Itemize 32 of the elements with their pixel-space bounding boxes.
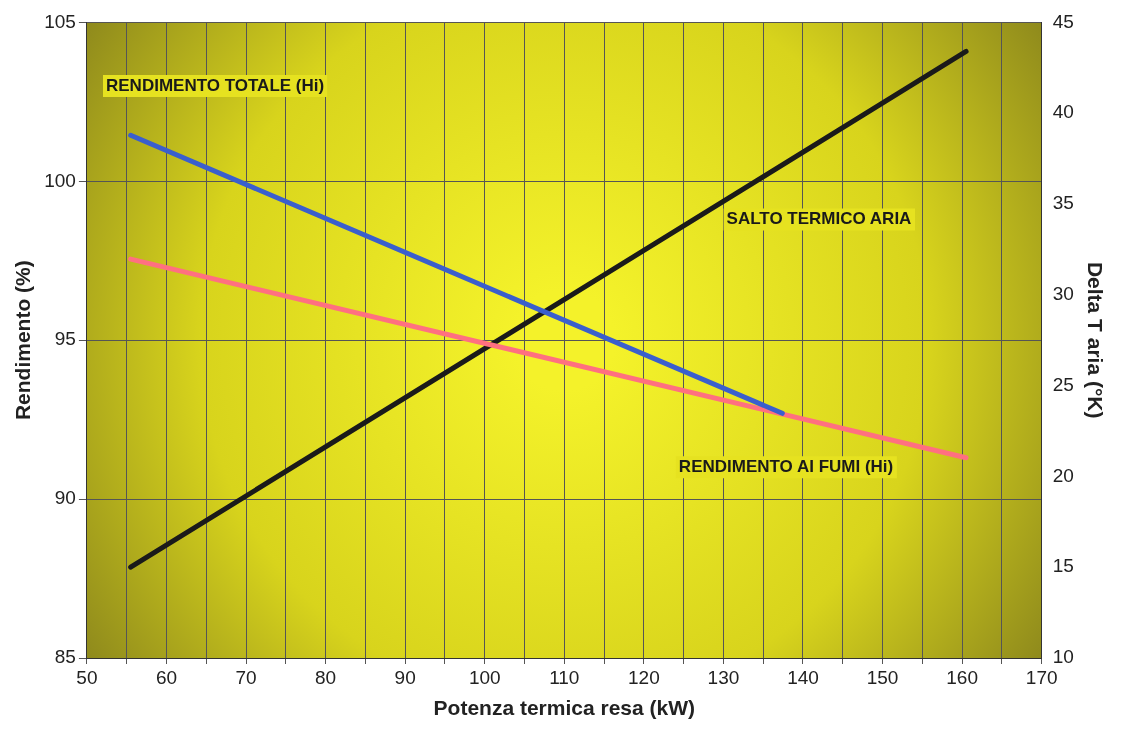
series-label: RENDIMENTO AI FUMI (Hi): [678, 457, 894, 477]
y2-tick-label: 45: [1052, 10, 1074, 32]
x-tick-label: 90: [394, 666, 416, 688]
series-label: SALTO TERMICO ARIA: [726, 209, 912, 229]
y-tick-label: 90: [54, 487, 76, 509]
x-tick-label: 120: [628, 666, 660, 688]
x-tick-label: 110: [549, 666, 580, 688]
x-tick-label: 100: [468, 666, 501, 688]
x-axis-title: Potenza termica resa (kW): [433, 696, 695, 720]
y-tick-label: 105: [44, 10, 76, 32]
y-tick-label: 95: [54, 328, 76, 350]
x-tick-label: 130: [707, 666, 740, 688]
x-tick-label: 50: [76, 666, 98, 688]
y2-tick-label: 15: [1052, 555, 1074, 577]
x-tick-label: 80: [315, 666, 337, 688]
x-tick-label: 140: [787, 666, 819, 688]
y-tick-label: 85: [54, 646, 76, 668]
y2-tick-label: 20: [1052, 464, 1074, 486]
y-tick-label: 100: [44, 169, 76, 191]
x-tick-label: 170: [1025, 666, 1058, 688]
text: RENDIMENTO TOTALE (Hi): [106, 75, 325, 95]
x-tick-label: 70: [235, 666, 257, 688]
y2-tick-label: 40: [1052, 101, 1074, 123]
x-tick-label: 150: [866, 666, 899, 688]
y2-tick-label: 25: [1052, 373, 1074, 395]
y2-tick-label: 10: [1052, 646, 1074, 668]
y2-axis-title: Delta T aria (°K): [1083, 261, 1107, 419]
x-tick-label: 60: [155, 666, 178, 688]
y2-tick-label: 35: [1052, 192, 1074, 214]
x-tick-label: 160: [946, 666, 978, 688]
y2-tick-label: 30: [1052, 283, 1074, 305]
y-axis-title: Rendimento (%): [11, 260, 35, 421]
